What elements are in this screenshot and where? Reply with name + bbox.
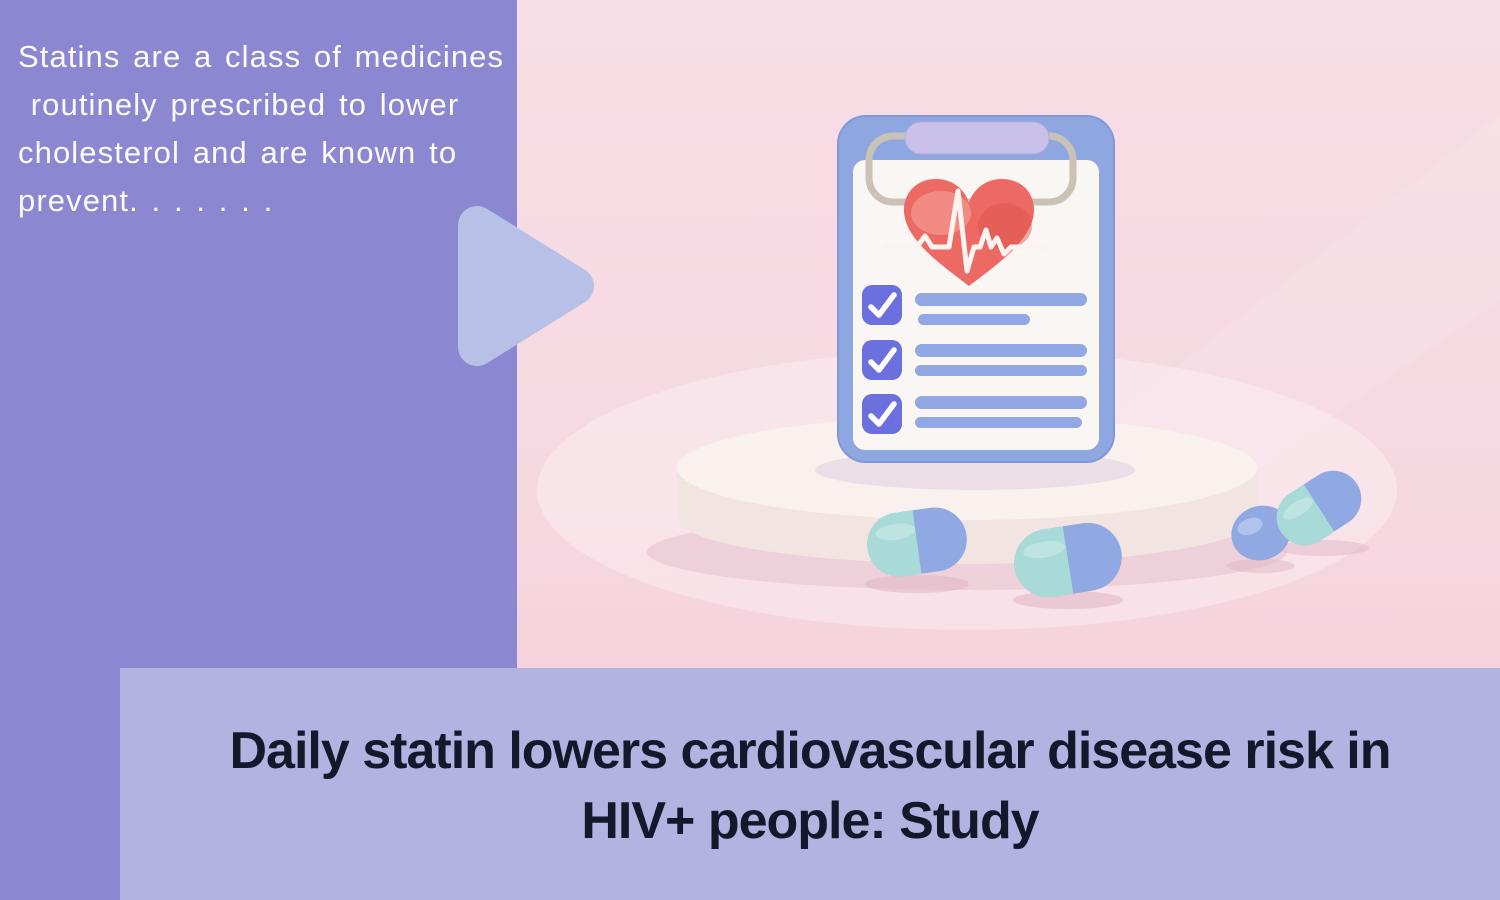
health-checklist-illustration [537,115,1500,630]
checklist-line [915,365,1087,376]
capsule-highlight [1023,541,1065,559]
checkbox-checked-icon [862,394,902,434]
pill-capsule-icon [1014,522,1122,598]
quote-line: prevent. . . . . . . [18,183,274,218]
capsule-teal-half [1276,484,1335,546]
pill-capsule-icon [1276,470,1362,546]
checkmark-icon [868,347,897,373]
capsule-highlight [1283,497,1313,520]
checklist-line [915,396,1087,409]
ecg-line [882,188,1047,274]
checklist-line [915,293,1087,306]
capsule-highlight [875,523,916,541]
page-title-line: HIV+ people: Study [581,792,1039,850]
heart-ecg-icon [882,178,1047,286]
pill-shadow [865,575,969,593]
quote-line: cholesterol and are known to [18,135,458,170]
capsule-teal-half [867,510,922,577]
capsule-teal-half [1014,526,1074,598]
checkbox-checked-icon [862,340,902,380]
pill-shadow [1227,559,1295,573]
checklist-line [918,314,1030,325]
checklist [862,285,1087,434]
checkmark-icon [868,401,897,427]
page-title-line: Daily statin lowers cardiovascular disea… [229,722,1391,780]
quote-line: Statins are a class of medicines [18,39,505,74]
pill-shadow [1277,540,1369,556]
pill-highlight [1237,517,1263,536]
play-button[interactable] [457,204,597,368]
round-pill-body [1231,505,1291,561]
clip-handle [904,121,1050,155]
checklist-line [915,417,1082,428]
quote-line: routinely prescribed to lower [18,87,460,122]
clipboard-icon [837,115,1115,463]
pill-capsule-icon [867,507,967,577]
play-icon [458,206,594,366]
checkmark-icon [868,292,897,318]
checkbox-checked-icon [862,285,902,325]
heart-shade [978,203,1032,249]
title-banner: Daily statin lowers cardiovascular disea… [120,668,1500,900]
pill-round-icon [1231,505,1291,561]
quote-text-block: Statins are a class of medicines routine… [18,33,538,225]
checklist-line [915,344,1087,357]
